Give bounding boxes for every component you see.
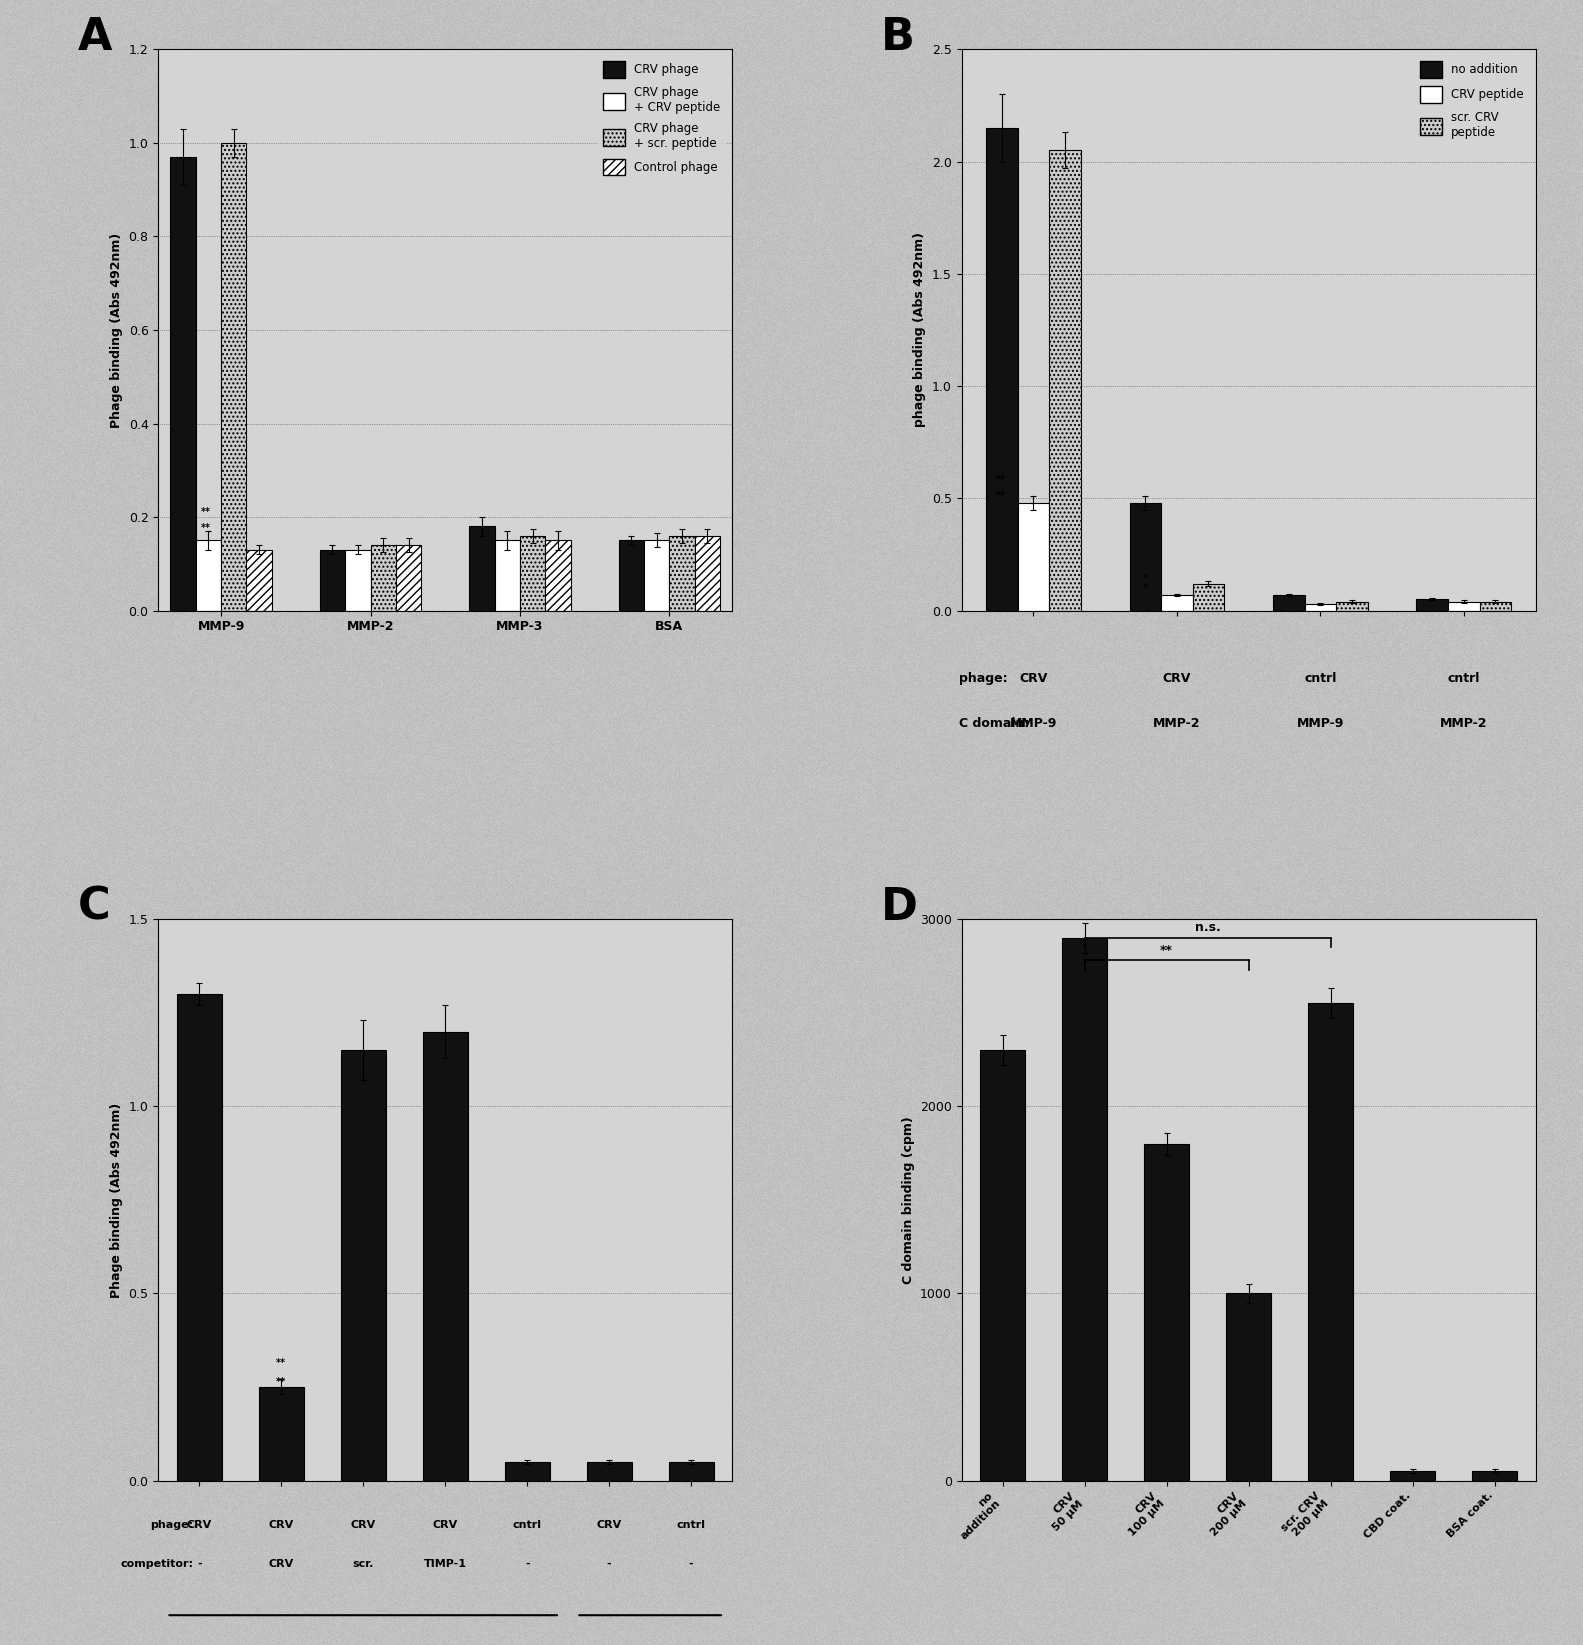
Y-axis label: C domain binding (cpm): C domain binding (cpm)	[902, 1115, 915, 1283]
Y-axis label: Phage binding (Abs 492nm): Phage binding (Abs 492nm)	[111, 232, 123, 428]
Bar	[1227, 1293, 1271, 1480]
Bar	[469, 526, 494, 610]
Text: MMP-9: MMP-9	[1010, 717, 1057, 730]
Legend: no addition, CRV peptide, scr. CRV
peptide: no addition, CRV peptide, scr. CRV pepti…	[1415, 56, 1529, 145]
Bar	[345, 549, 370, 610]
Bar	[1336, 602, 1368, 610]
Bar	[980, 1050, 1026, 1480]
Bar	[986, 128, 1018, 610]
Text: scr.: scr.	[353, 1559, 374, 1569]
Bar	[1062, 938, 1107, 1480]
Bar	[196, 541, 222, 610]
Bar	[396, 544, 421, 610]
Bar	[1417, 599, 1448, 610]
Text: cntrl: cntrl	[1447, 673, 1480, 686]
Text: MMP-2: MMP-2	[1441, 717, 1488, 730]
Bar	[1145, 1143, 1189, 1480]
Text: C domain:: C domain:	[959, 717, 1029, 730]
Text: cntrl: cntrl	[676, 1520, 706, 1530]
Text: -: -	[196, 1559, 201, 1569]
Bar	[587, 1462, 632, 1480]
Bar	[670, 536, 695, 610]
Bar	[423, 1031, 467, 1480]
Bar	[644, 541, 670, 610]
Bar	[695, 536, 720, 610]
Bar	[519, 536, 545, 610]
Text: **: **	[277, 1377, 287, 1387]
Text: *: *	[1143, 582, 1148, 592]
Legend: CRV phage, CRV phage
+ CRV peptide, CRV phage
+ scr. peptide, Control phage: CRV phage, CRV phage + CRV peptide, CRV …	[597, 56, 727, 181]
Text: **: **	[1160, 944, 1173, 957]
Text: phage:: phage:	[959, 673, 1007, 686]
Text: MMP-9: MMP-9	[1296, 717, 1344, 730]
Bar	[1448, 602, 1480, 610]
Bar	[494, 541, 519, 610]
Bar	[1480, 602, 1512, 610]
Bar	[1192, 584, 1224, 610]
Text: CRV: CRV	[432, 1520, 457, 1530]
Text: TIMP-1: TIMP-1	[424, 1559, 467, 1569]
Bar	[1472, 1471, 1517, 1481]
Text: competitor:: competitor:	[120, 1559, 193, 1569]
Bar	[320, 549, 345, 610]
Text: CRV: CRV	[1019, 673, 1048, 686]
Bar	[1273, 595, 1304, 610]
Text: **: **	[201, 507, 211, 517]
Text: -: -	[526, 1559, 529, 1569]
Text: cntrl: cntrl	[513, 1520, 541, 1530]
Text: CRV: CRV	[350, 1520, 375, 1530]
Y-axis label: Phage binding (Abs 492nm): Phage binding (Abs 492nm)	[111, 1102, 123, 1298]
Bar	[1304, 604, 1336, 610]
Bar	[247, 549, 272, 610]
Bar	[619, 541, 644, 610]
Text: phage:: phage:	[150, 1520, 193, 1530]
Text: n.s.: n.s.	[1195, 921, 1220, 934]
Text: MMP-2: MMP-2	[1152, 717, 1200, 730]
Text: A: A	[78, 16, 112, 59]
Text: **: **	[996, 490, 1005, 500]
Text: D: D	[882, 885, 918, 928]
Text: C: C	[78, 885, 111, 928]
Text: CRV: CRV	[269, 1520, 294, 1530]
Text: CRV: CRV	[269, 1559, 294, 1569]
Bar	[1308, 1003, 1353, 1480]
Bar	[1130, 503, 1160, 610]
Bar	[258, 1387, 304, 1480]
Bar	[340, 1050, 386, 1480]
Text: **: **	[277, 1359, 287, 1369]
Y-axis label: phage binding (Abs 492nm): phage binding (Abs 492nm)	[913, 232, 926, 428]
Text: CRV: CRV	[597, 1520, 622, 1530]
Text: CRV: CRV	[187, 1520, 212, 1530]
Text: -: -	[606, 1559, 611, 1569]
Bar	[545, 541, 571, 610]
Bar	[177, 994, 222, 1480]
Bar	[1018, 503, 1050, 610]
Bar	[1390, 1471, 1436, 1481]
Text: **: **	[201, 523, 211, 533]
Bar	[1160, 595, 1192, 610]
Bar	[370, 544, 396, 610]
Text: **: **	[996, 475, 1005, 485]
Text: B: B	[882, 16, 915, 59]
Bar	[1050, 150, 1081, 610]
Text: -: -	[689, 1559, 693, 1569]
Text: cntrl: cntrl	[1304, 673, 1336, 686]
Bar	[668, 1462, 714, 1480]
Bar	[505, 1462, 549, 1480]
Text: CRV: CRV	[1162, 673, 1190, 686]
Bar	[222, 143, 247, 610]
Text: *: *	[1143, 574, 1148, 584]
Bar	[171, 156, 196, 610]
